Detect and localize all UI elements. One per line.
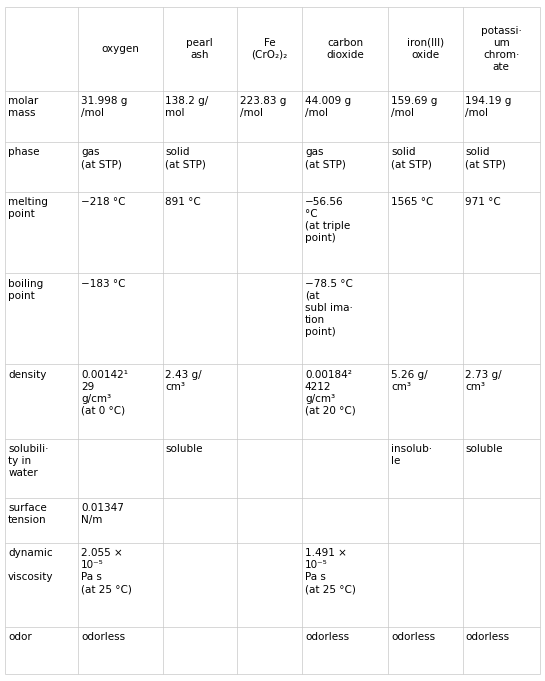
Text: solid
(at STP): solid (at STP) [465, 147, 506, 170]
Text: −56.56
°C
(at triple
point): −56.56 °C (at triple point) [305, 197, 350, 243]
Text: iron(III)
oxide: iron(III) oxide [407, 37, 444, 60]
Text: 31.998 g
/mol: 31.998 g /mol [81, 96, 128, 118]
Text: 2.73 g/
cm³: 2.73 g/ cm³ [465, 370, 502, 392]
Text: solubili·
ty in
water: solubili· ty in water [8, 445, 49, 478]
Text: 138.2 g/
mol: 138.2 g/ mol [165, 96, 209, 118]
Text: 0.01347
N/m: 0.01347 N/m [81, 503, 124, 525]
Text: 1565 °C: 1565 °C [391, 197, 433, 207]
Text: insolub·
le: insolub· le [391, 445, 432, 466]
Text: 2.055 ×
10⁻⁵
Pa s
(at 25 °C): 2.055 × 10⁻⁵ Pa s (at 25 °C) [81, 548, 132, 594]
Text: 971 °C: 971 °C [465, 197, 501, 207]
Text: gas
(at STP): gas (at STP) [305, 147, 346, 170]
Text: dynamic

viscosity: dynamic viscosity [8, 548, 53, 582]
Text: −218 °C: −218 °C [81, 197, 125, 207]
Text: 2.43 g/
cm³: 2.43 g/ cm³ [165, 370, 202, 392]
Text: 0.00184²
4212
g/cm³
(at 20 °C): 0.00184² 4212 g/cm³ (at 20 °C) [305, 370, 356, 416]
Text: 5.26 g/
cm³: 5.26 g/ cm³ [391, 370, 428, 392]
Text: molar
mass: molar mass [8, 96, 39, 118]
Text: 194.19 g
/mol: 194.19 g /mol [465, 96, 512, 118]
Text: odorless: odorless [391, 632, 435, 642]
Text: odorless: odorless [305, 632, 349, 642]
Text: soluble: soluble [465, 445, 503, 454]
Text: −78.5 °C
(at
subl ima·
tion
point): −78.5 °C (at subl ima· tion point) [305, 279, 353, 337]
Text: 1.491 ×
10⁻⁵
Pa s
(at 25 °C): 1.491 × 10⁻⁵ Pa s (at 25 °C) [305, 548, 356, 594]
Text: odorless: odorless [81, 632, 125, 642]
Text: soluble: soluble [165, 445, 203, 454]
Text: 223.83 g
/mol: 223.83 g /mol [240, 96, 286, 118]
Text: odor: odor [8, 632, 32, 642]
Text: melting
point: melting point [8, 197, 48, 219]
Text: pearl
ash: pearl ash [186, 37, 213, 60]
Text: density: density [8, 370, 46, 380]
Text: carbon
dioxide: carbon dioxide [326, 37, 364, 60]
Text: solid
(at STP): solid (at STP) [165, 147, 206, 170]
Text: oxygen: oxygen [101, 44, 140, 54]
Text: 159.69 g
/mol: 159.69 g /mol [391, 96, 438, 118]
Text: Fe
(CrO₂)₂: Fe (CrO₂)₂ [251, 37, 288, 60]
Text: phase: phase [8, 147, 40, 157]
Text: gas
(at STP): gas (at STP) [81, 147, 122, 170]
Text: 891 °C: 891 °C [165, 197, 201, 207]
Text: odorless: odorless [465, 632, 510, 642]
Text: boiling
point: boiling point [8, 279, 44, 301]
Text: solid
(at STP): solid (at STP) [391, 147, 432, 170]
Text: 0.00142¹
29
g/cm³
(at 0 °C): 0.00142¹ 29 g/cm³ (at 0 °C) [81, 370, 128, 416]
Text: surface
tension: surface tension [8, 503, 47, 525]
Text: −183 °C: −183 °C [81, 279, 125, 289]
Text: 44.009 g
/mol: 44.009 g /mol [305, 96, 351, 118]
Text: potassi·
um
chrom·
ate: potassi· um chrom· ate [481, 26, 522, 72]
